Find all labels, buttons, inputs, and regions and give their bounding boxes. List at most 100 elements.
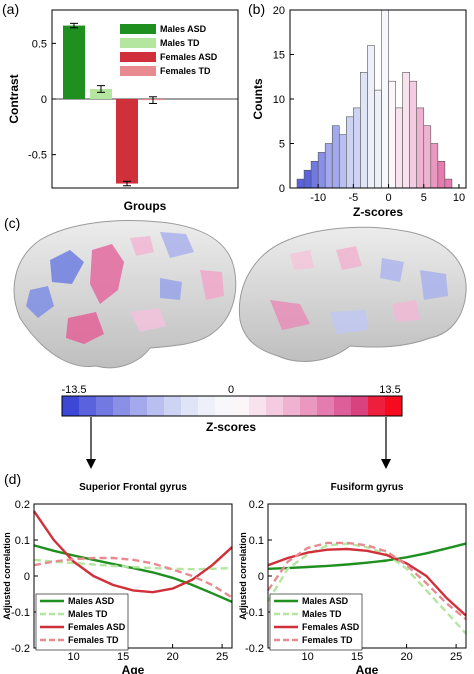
hist-bin bbox=[317, 152, 326, 189]
x-axis-title: Groups bbox=[124, 199, 167, 213]
series-line-females-td bbox=[33, 556, 233, 599]
x-tick-label: 20 bbox=[166, 651, 178, 663]
legend-label-females-asd: Females ASD bbox=[302, 622, 360, 632]
hist-bin bbox=[437, 161, 446, 189]
hist-bin bbox=[430, 143, 439, 189]
colorbar-cell bbox=[181, 396, 199, 416]
colorbar-z-scores bbox=[61, 395, 403, 417]
colorbar-cell bbox=[334, 396, 352, 416]
y-tick-label: 0 bbox=[24, 571, 30, 583]
y-tick-label: 5 bbox=[279, 139, 285, 151]
x-tick-label: 25 bbox=[216, 651, 228, 663]
colorbar-cell bbox=[283, 396, 301, 416]
colorbar-cell bbox=[164, 396, 182, 416]
legend-label-females-asd: Females ASD bbox=[68, 622, 126, 632]
legend-label-males-td: Males TD bbox=[160, 38, 200, 48]
y-axis-title: Adjusted correlation bbox=[238, 532, 248, 620]
legend-label-females-td: Females TD bbox=[160, 66, 211, 76]
arrow-right-down bbox=[381, 417, 391, 469]
colorbar-min-label: -13.5 bbox=[61, 384, 86, 396]
y-tick-label: 0 bbox=[258, 571, 264, 583]
legend-swatch-females-asd bbox=[120, 52, 156, 62]
legend-swatch-males-td bbox=[120, 38, 156, 48]
series-line-males-td bbox=[33, 558, 233, 571]
colorbar-cell bbox=[249, 396, 267, 416]
y-tick-label: 20 bbox=[273, 5, 285, 17]
bar-chart-group-contrast: 0.5 0 -0.5 Groups Contrast Males ASD Males TD F… bbox=[7, 9, 239, 213]
hist-bin bbox=[388, 80, 396, 189]
y-tick-label: -0.2 bbox=[11, 643, 30, 655]
colorbar-cell bbox=[113, 396, 131, 416]
hist-bin bbox=[367, 45, 375, 189]
x-axis-title: Age bbox=[122, 663, 145, 674]
colorbar-cell bbox=[368, 396, 386, 416]
legend-label-females-td: Females TD bbox=[68, 635, 119, 645]
legend-label-males-asd: Males ASD bbox=[302, 596, 349, 606]
y-tick-label: 0.1 bbox=[249, 535, 264, 547]
y-tick-label: 0.5 bbox=[32, 38, 47, 50]
hist-bin bbox=[303, 169, 312, 189]
bar-males-asd bbox=[63, 25, 85, 100]
colorbar-cell bbox=[317, 396, 335, 416]
colorbar-cell bbox=[96, 396, 114, 416]
legend-swatch-males-asd bbox=[120, 24, 156, 34]
y-tick-label: 15 bbox=[273, 50, 285, 62]
panel-label-d: (d) bbox=[4, 471, 21, 487]
hist-bin bbox=[423, 125, 432, 189]
chart-title: Superior Frontal gyrus bbox=[79, 482, 187, 493]
colorbar-frame bbox=[61, 395, 403, 417]
hist-bin bbox=[346, 116, 354, 189]
colorbar-mid-label: 0 bbox=[228, 384, 234, 396]
x-tick-label: 10 bbox=[301, 651, 313, 663]
x-tick-label: -5 bbox=[348, 192, 358, 204]
bar-females-asd bbox=[116, 99, 138, 184]
y-axis-title: Counts bbox=[251, 78, 265, 120]
colorbar-max-label: 13.5 bbox=[379, 384, 400, 396]
hist-bin bbox=[444, 178, 453, 189]
hist-bin bbox=[402, 72, 410, 189]
y-tick-label: 0.2 bbox=[249, 499, 264, 511]
legend-label-females-asd: Females ASD bbox=[160, 52, 218, 62]
legend-label-males-asd: Males ASD bbox=[68, 596, 115, 606]
series-line-females-td bbox=[267, 541, 467, 621]
colorbar-cell bbox=[130, 396, 148, 416]
x-axis-title: Z-scores bbox=[353, 205, 403, 219]
legend-label-males-td: Males TD bbox=[302, 609, 342, 619]
y-tick-label: 0.1 bbox=[15, 535, 30, 547]
series-line-females-asd bbox=[33, 510, 233, 594]
legend-label-males-td: Males TD bbox=[68, 609, 108, 619]
colorbar-cell bbox=[62, 396, 80, 416]
legend-label-females-td: Females TD bbox=[302, 635, 353, 645]
hist-bin bbox=[381, 9, 389, 189]
colorbar-cell bbox=[351, 396, 369, 416]
colorbar-title: Z-scores bbox=[206, 420, 256, 434]
colorbar-cell bbox=[215, 396, 233, 416]
hist-bin bbox=[416, 107, 425, 189]
chart-title: Fusiform gyrus bbox=[331, 482, 404, 493]
colorbar-cell bbox=[198, 396, 216, 416]
hist-bin bbox=[338, 134, 347, 189]
arrow-left-down bbox=[86, 417, 96, 469]
y-tick-label: -0.2 bbox=[245, 643, 264, 655]
colorbar-cell bbox=[385, 396, 403, 416]
colorbar-cell bbox=[300, 396, 318, 416]
y-tick-label: 10 bbox=[273, 94, 285, 106]
legend-label-males-asd: Males ASD bbox=[160, 24, 207, 34]
panel-label-c: (c) bbox=[4, 215, 20, 231]
bar-males-td bbox=[90, 88, 112, 99]
histogram-z-scores: -10 -5 0 5 10 0 5 10 15 20 Z-scores Counts bbox=[251, 5, 467, 219]
x-tick-label: -10 bbox=[310, 192, 326, 204]
line-chart-fusiform: Fusiform gyrus 10 15 20 25 -0.2 -0.1 0 0.1 0.2 Age… bbox=[238, 482, 467, 674]
colorbar-cell bbox=[147, 396, 165, 416]
colorbar-cell bbox=[232, 396, 250, 416]
x-tick-label: 15 bbox=[117, 651, 129, 663]
y-axis-title: Adjusted correlation bbox=[2, 532, 12, 620]
y-tick-label: 0 bbox=[41, 94, 47, 106]
panel-label-b: (b) bbox=[248, 1, 265, 17]
y-tick-label: -0.1 bbox=[11, 607, 30, 619]
colorbar-cell bbox=[266, 396, 284, 416]
hist-bin bbox=[374, 89, 382, 189]
x-tick-label: 15 bbox=[351, 651, 363, 663]
line-chart-superior-frontal: Superior Frontal gyrus 10 15 20 25 -0.2 -0.1 0 0… bbox=[2, 482, 233, 674]
